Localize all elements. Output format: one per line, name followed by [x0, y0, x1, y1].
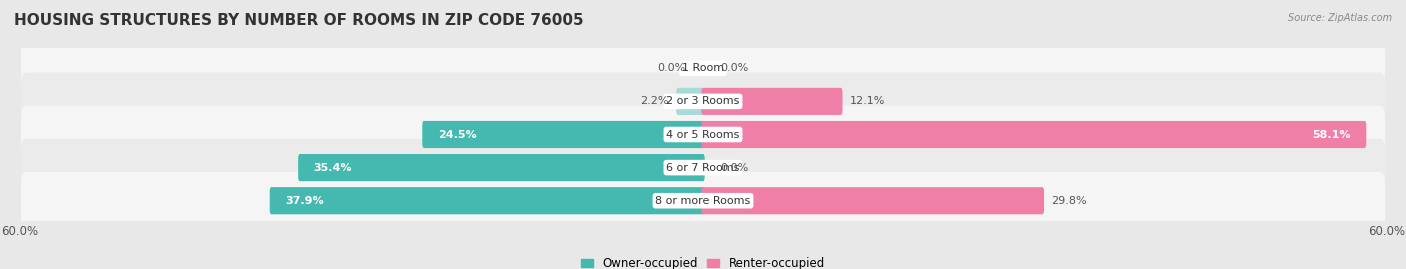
FancyBboxPatch shape	[422, 121, 704, 148]
Text: 4 or 5 Rooms: 4 or 5 Rooms	[666, 129, 740, 140]
FancyBboxPatch shape	[21, 172, 1385, 229]
Text: 35.4%: 35.4%	[314, 162, 352, 173]
FancyBboxPatch shape	[270, 187, 704, 214]
Text: 12.1%: 12.1%	[849, 96, 886, 107]
Text: 2 or 3 Rooms: 2 or 3 Rooms	[666, 96, 740, 107]
FancyBboxPatch shape	[298, 154, 704, 181]
FancyBboxPatch shape	[702, 121, 1367, 148]
Text: 2.2%: 2.2%	[640, 96, 669, 107]
FancyBboxPatch shape	[702, 187, 1045, 214]
Legend: Owner-occupied, Renter-occupied: Owner-occupied, Renter-occupied	[581, 257, 825, 269]
Text: 0.0%: 0.0%	[720, 63, 748, 73]
Text: 58.1%: 58.1%	[1312, 129, 1351, 140]
Text: 1 Room: 1 Room	[682, 63, 724, 73]
Text: 24.5%: 24.5%	[437, 129, 477, 140]
Text: Source: ZipAtlas.com: Source: ZipAtlas.com	[1288, 13, 1392, 23]
Text: 29.8%: 29.8%	[1052, 196, 1087, 206]
Text: 0.0%: 0.0%	[720, 162, 748, 173]
FancyBboxPatch shape	[21, 139, 1385, 196]
FancyBboxPatch shape	[702, 88, 842, 115]
Text: 0.0%: 0.0%	[658, 63, 686, 73]
Text: HOUSING STRUCTURES BY NUMBER OF ROOMS IN ZIP CODE 76005: HOUSING STRUCTURES BY NUMBER OF ROOMS IN…	[14, 13, 583, 29]
FancyBboxPatch shape	[21, 73, 1385, 130]
FancyBboxPatch shape	[21, 40, 1385, 97]
FancyBboxPatch shape	[21, 106, 1385, 163]
Text: 8 or more Rooms: 8 or more Rooms	[655, 196, 751, 206]
Text: 6 or 7 Rooms: 6 or 7 Rooms	[666, 162, 740, 173]
FancyBboxPatch shape	[676, 88, 704, 115]
Text: 37.9%: 37.9%	[285, 196, 323, 206]
